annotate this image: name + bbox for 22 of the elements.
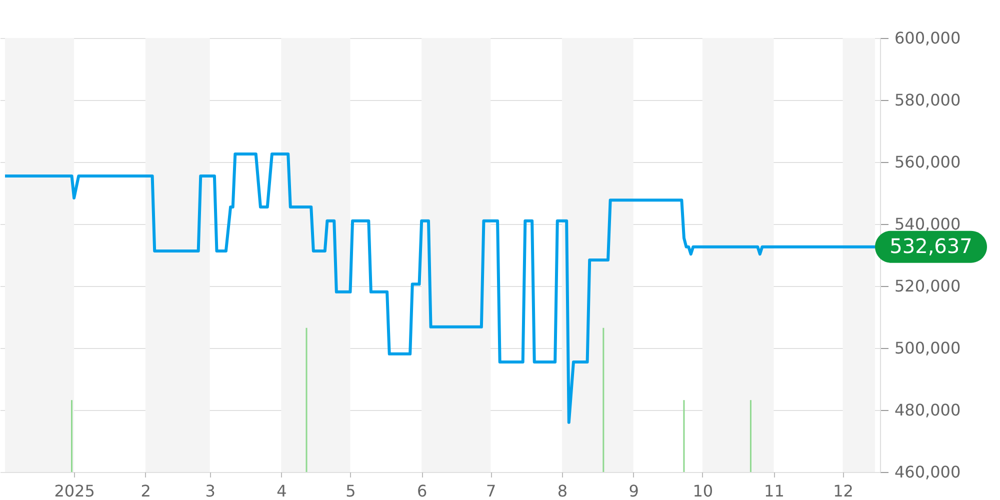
x-tick-label: 2 [140, 482, 151, 500]
x-tick-label: 10 [692, 482, 714, 500]
x-tick-label: 3 [205, 482, 216, 500]
y-tick-label: 540,000 [894, 214, 961, 234]
x-tick-label: 9 [628, 482, 639, 500]
x-tick-label: 12 [833, 482, 854, 500]
x-tick-label: 4 [276, 482, 287, 500]
x-tick-label: 5 [346, 482, 356, 500]
x-tick-label: 2025 [54, 482, 95, 500]
y-tick-label: 580,000 [894, 90, 961, 110]
x-tick-label: 11 [764, 482, 784, 500]
x-tick-label: 8 [557, 482, 568, 500]
x-tick-label: 6 [416, 482, 428, 500]
y-tick-label: 600,000 [894, 28, 961, 48]
y-tick-label: 520,000 [894, 276, 961, 296]
y-tick-label: 560,000 [894, 152, 961, 172]
annotation: 532,637 [890, 234, 972, 258]
y-tick-label: 480,000 [894, 400, 961, 420]
y-tick-label: 500,000 [894, 338, 961, 358]
y-tick-label: 460,000 [894, 462, 961, 482]
x-tick-label: 7 [486, 482, 496, 500]
line-series [4, 152, 876, 424]
